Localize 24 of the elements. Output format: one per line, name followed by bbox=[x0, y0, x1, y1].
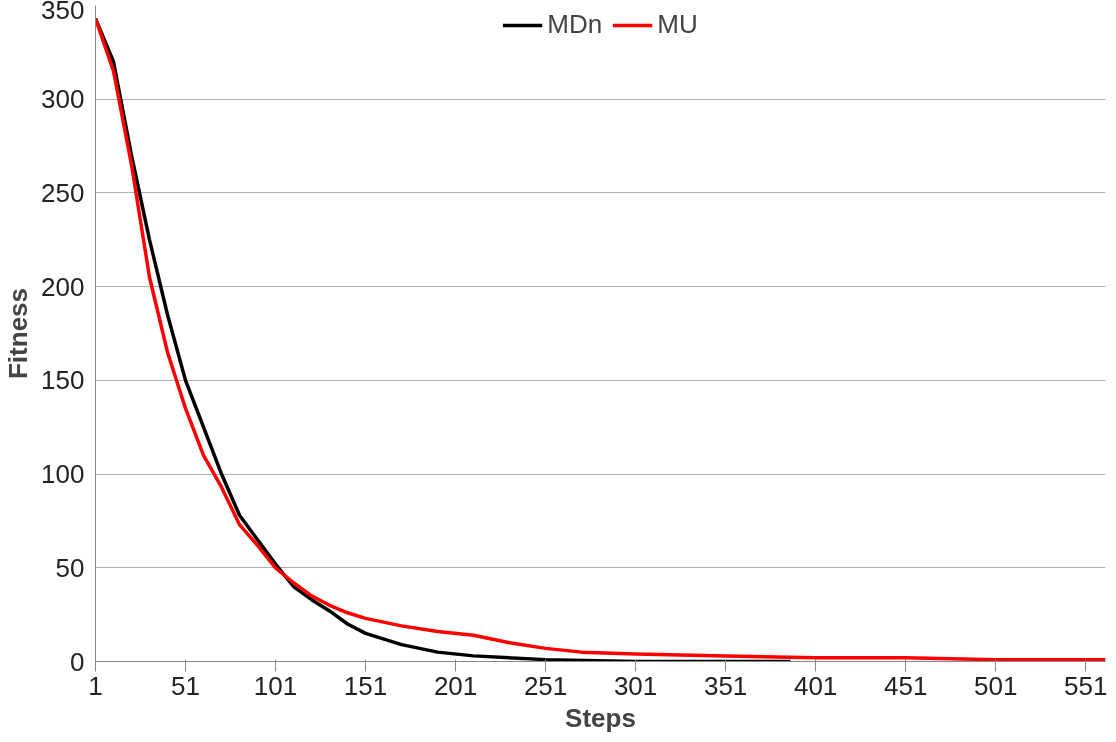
x-tick-label: 401 bbox=[793, 670, 838, 701]
x-tick-label: 251 bbox=[523, 670, 568, 701]
x-tick-label: 301 bbox=[613, 670, 658, 701]
y-tick-label: 100 bbox=[41, 459, 85, 490]
x-tick-label: 501 bbox=[973, 670, 1018, 701]
x-axis-title: Steps bbox=[565, 702, 636, 733]
x-tick-label: 151 bbox=[343, 670, 388, 701]
y-axis-title: Fitness bbox=[3, 287, 34, 380]
x-tick-label: 551 bbox=[1064, 670, 1108, 701]
x-tick-label: 351 bbox=[703, 670, 748, 701]
x-tick-label: 1 bbox=[88, 670, 103, 701]
y-tick-label: 350 bbox=[41, 0, 85, 25]
legend-label: MU bbox=[657, 9, 698, 40]
legend-label: MDn bbox=[547, 9, 603, 40]
y-tick-label: 50 bbox=[55, 552, 85, 583]
y-tick-label: 0 bbox=[70, 646, 85, 677]
x-tick-label: 101 bbox=[253, 670, 298, 701]
x-tick-label: 201 bbox=[433, 670, 478, 701]
x-tick-label: 51 bbox=[171, 670, 200, 701]
x-tick-label: 451 bbox=[883, 670, 928, 701]
y-tick-label: 250 bbox=[41, 177, 85, 208]
y-tick-label: 300 bbox=[41, 84, 85, 115]
y-tick-label: 150 bbox=[41, 365, 85, 396]
y-tick-label: 200 bbox=[41, 271, 85, 302]
